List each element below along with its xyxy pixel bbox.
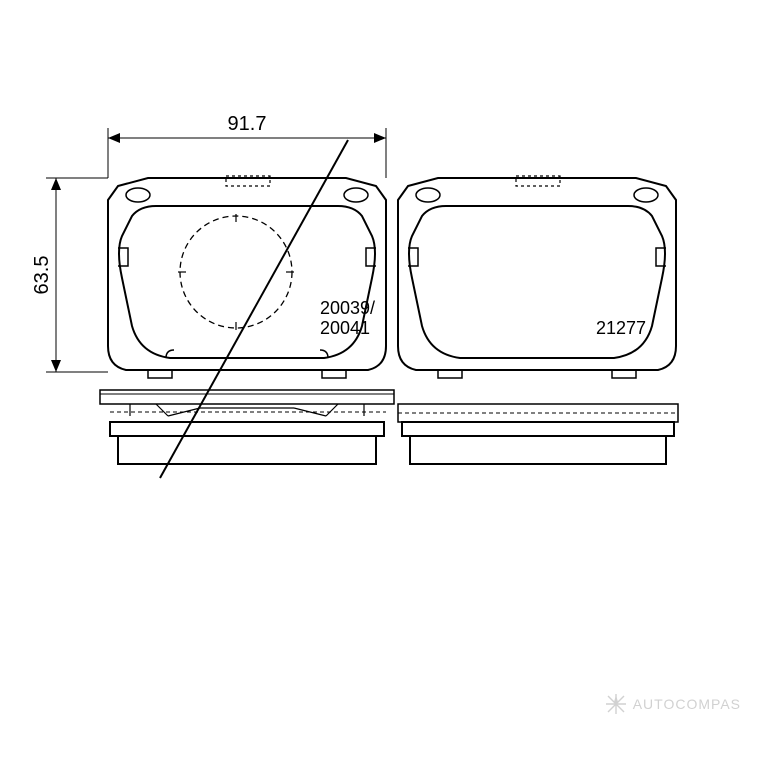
watermark-text: AUTOCOMPAS [633,696,741,712]
brake-pad-left: 20039/ 20041 [108,176,386,378]
part-number-right: 21277 [596,318,646,338]
part-number-left-2: 20041 [320,318,370,338]
dim-height-label: 63.5 [31,256,53,295]
dim-width-label: 91.7 [228,113,267,135]
dim-height: 63.5 [31,178,108,372]
part-number-left-1: 20039/ [320,298,375,318]
compass-icon [605,693,627,715]
drawing-canvas: 91.7 63.5 20039/ [0,0,769,769]
watermark: AUTOCOMPAS [605,693,741,715]
side-view-left [100,390,394,464]
side-view-right [398,404,678,464]
technical-drawing-svg: 91.7 63.5 20039/ [0,0,769,769]
brake-pad-right: 21277 [398,176,676,378]
